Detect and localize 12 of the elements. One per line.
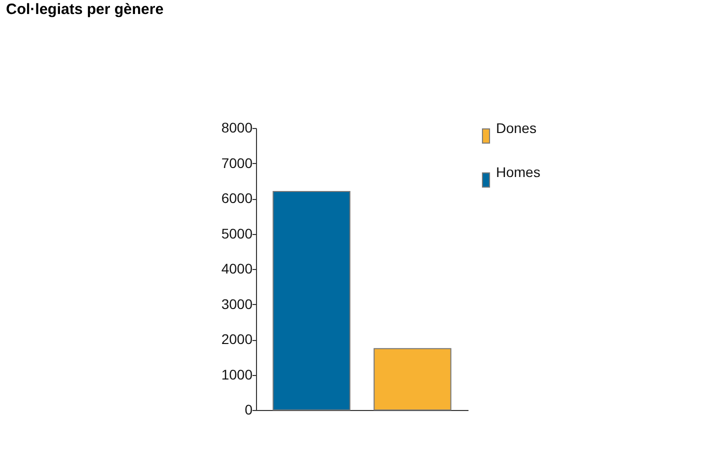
y-tick-label: 7000: [221, 154, 253, 171]
legend-label: Homes: [496, 164, 540, 180]
y-tick-label: 3000: [221, 296, 253, 312]
y-tick-label: 0: [244, 402, 253, 418]
y-tick-label: 5000: [221, 225, 253, 242]
legend-label: Dones: [496, 120, 536, 136]
y-tick-label: 4000: [221, 260, 253, 276]
y-tick-label: 6000: [221, 190, 253, 206]
y-tick-label: 8000: [221, 120, 253, 136]
y-tick-label: 2000: [221, 331, 253, 347]
text: Col·legiats per gènere: [6, 1, 164, 18]
y-tick-label: 1000: [221, 366, 253, 382]
